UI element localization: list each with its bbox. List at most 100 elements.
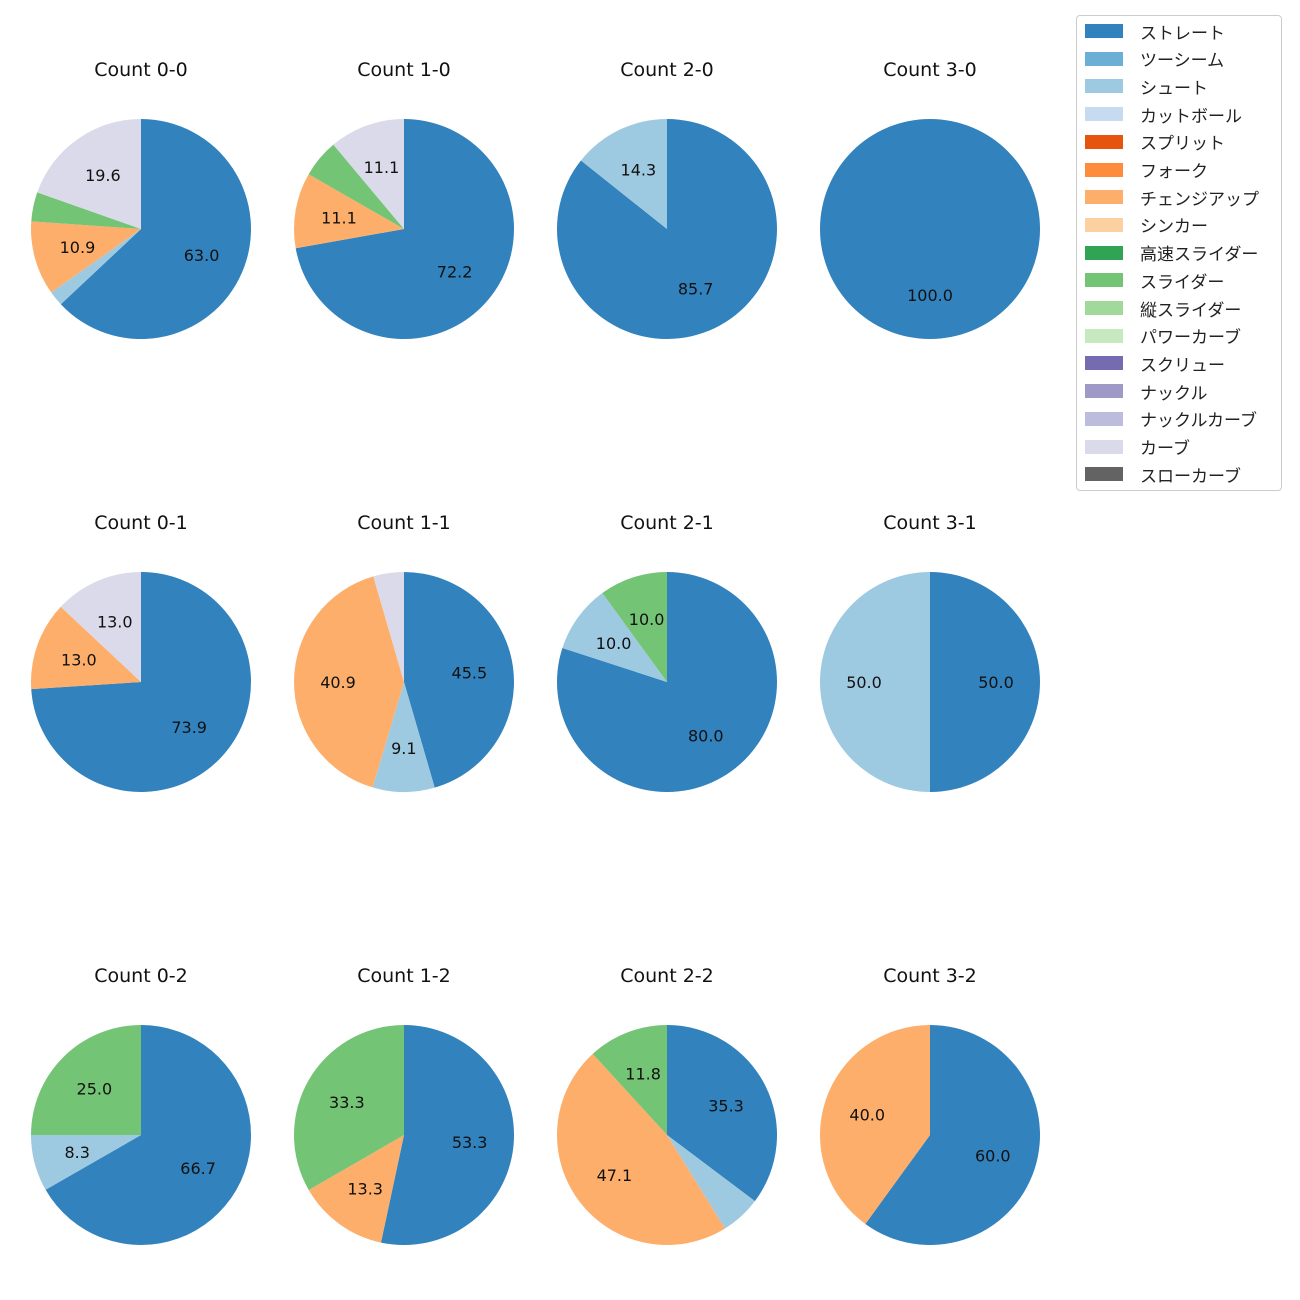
legend-swatch [1085,273,1123,288]
legend-label: カットボール [1140,106,1242,127]
slice-label: 13.3 [347,1179,383,1198]
legend-label: 高速スライダー [1140,245,1259,266]
legend-item: スプリット [1085,130,1225,154]
legend-swatch [1085,328,1123,343]
legend-label: ナックル [1140,383,1208,404]
slice-label: 25.0 [77,1079,113,1098]
pie-chart: Count 2-0 85.7 14.3 [557,59,777,339]
pie-slice [556,1053,726,1245]
legend-item: スライダー [1085,268,1225,293]
slice-label: 10.0 [596,634,632,653]
pie-chart: Count 1-2 53.3 13.3 33.3 [294,965,515,1246]
legend-item: パワーカーブ [1085,324,1241,348]
chart-title: Count 1-1 [357,512,451,534]
slice-label: 72.2 [437,262,473,281]
legend-item: ストレート [1085,19,1225,44]
chart-title: Count 3-2 [883,965,977,987]
legend: ストレートツーシームシュートカットボール スプリットフォークチェンジアップ シンカー… [1076,15,1282,491]
pie-slice [865,1025,1040,1245]
pie-slice [60,572,142,682]
legend-item: ツーシーム [1085,47,1224,71]
pie-slice [308,144,404,229]
legend-label: カーブ [1140,439,1190,459]
slice-label: 19.6 [85,166,121,185]
legend-swatch [1085,245,1123,260]
chart-title: Count 0-0 [94,59,188,81]
pie-slice [667,1025,777,1202]
slice-label: 100.0 [907,286,953,305]
legend-swatch [1085,411,1123,426]
legend-label: チェンジアップ [1140,189,1259,210]
slice-label: 13.0 [61,651,97,670]
legend-label: シュート [1140,78,1208,99]
legend-swatch [1085,439,1123,454]
slice-label: 66.7 [180,1159,216,1178]
legend-swatch [1085,190,1123,205]
pie-slice [31,572,251,793]
slice-label: 73.9 [171,718,207,737]
legend-label: シンカー [1140,217,1208,238]
pie-chart: Count 0-0 63.0 10.9 19.6 [30,59,252,339]
pie-slice [31,606,141,690]
legend-label: スライダー [1140,272,1225,293]
slice-label: 80.0 [688,726,724,745]
legend-label: ストレート [1140,23,1225,44]
pie-slice [930,572,1040,792]
slice-label: 85.7 [678,279,714,298]
pie-slice [820,119,1040,339]
pie-slice [31,192,141,229]
slice-label: 11.1 [321,209,357,228]
pie-slice [602,572,667,682]
pie-chart: Count 3-0 100.0 [820,59,1040,339]
slice-label: 8.3 [65,1143,90,1162]
slice-label: 53.3 [452,1133,488,1152]
legend-item: チェンジアップ [1085,185,1259,210]
slice-label: 14.3 [621,161,657,180]
legend-swatch [1085,384,1123,399]
legend-label: フォーク [1140,162,1208,182]
slice-label: 13.0 [97,612,133,631]
slice-label: 63.0 [184,246,220,265]
pie-slice [580,118,667,229]
pie-slice [45,1025,252,1245]
slice-label: 9.1 [391,739,416,758]
pie-chart: Count 3-1 50.0 50.0 [820,512,1040,792]
pie-slice [37,119,141,229]
legend-item: 高速スライダー [1085,241,1258,265]
legend-label: スプリット [1140,134,1225,155]
pie-slice [592,1025,667,1135]
slice-label: 45.5 [452,664,488,683]
pie-slice [31,1025,141,1135]
slice-label: 10.0 [629,610,665,629]
pie-slice [373,572,404,682]
legend-label: ツーシーム [1140,51,1225,72]
slice-label: 40.9 [320,673,356,692]
slice-label: 33.3 [329,1093,365,1112]
chart-title: Count 1-2 [357,965,451,987]
legend-swatch [1085,162,1123,177]
chart-title: Count 3-0 [883,59,977,81]
pie-chart: Count 1-0 72.2 11.1 11.1 [294,59,515,339]
legend-swatch [1085,24,1123,38]
pie-chart: Count 0-2 66.7 8.3 25.0 [31,965,252,1245]
pie-chart: Count 0-1 73.9 13.0 13.0 [31,512,251,793]
pie-slice [308,1135,404,1243]
legend-label: スローカーブ [1140,466,1241,487]
chart-title: Count 3-1 [883,512,977,534]
pie-slice [60,119,252,339]
pie-slice [380,1025,515,1246]
slice-label: 40.0 [849,1106,885,1125]
legend-item: 縦スライダー [1085,296,1241,321]
legend-item: スクリュー [1085,351,1225,376]
pie-slice [294,1025,404,1190]
legend-item: シンカー [1085,213,1208,237]
pie-slice [30,221,141,293]
pie-slice [333,119,404,229]
legend-item: ナックル [1085,379,1208,404]
slice-label: 11.1 [364,158,400,177]
legend-swatch [1085,134,1123,149]
chart-title: Count 2-0 [620,59,714,81]
chart-title: Count 0-2 [94,965,188,987]
pie-slice [557,119,777,339]
legend-label: スクリュー [1140,355,1225,376]
